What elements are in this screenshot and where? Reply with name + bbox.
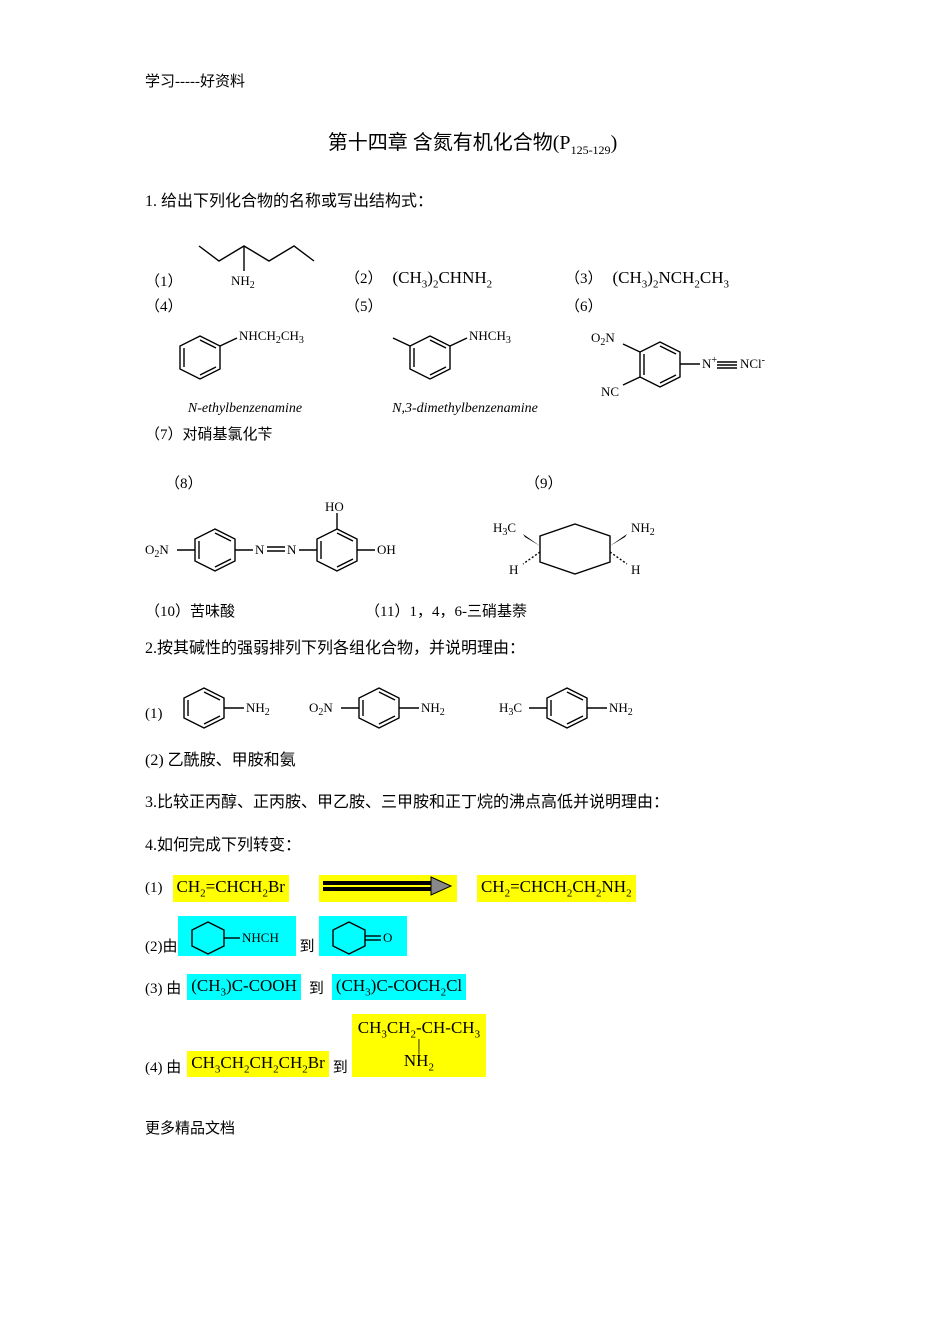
structure-1: NH2 — [189, 231, 319, 291]
label-9: （9） — [525, 476, 563, 492]
svg-text:NHCH2CH3: NHCH2CH3 — [239, 328, 304, 346]
svg-text:NH2: NH2 — [421, 700, 445, 718]
q4-2-left: NHCH — [178, 916, 296, 956]
label-q2-1: (1) — [145, 706, 163, 723]
q4-1-left: CH2=CHCH2Br — [173, 875, 289, 901]
title: 第十四章 含氮有机化合物(P125-129) — [145, 126, 800, 158]
arrow-icon — [319, 875, 457, 902]
svg-text:OH: OH — [377, 542, 396, 557]
q4-3-right: (CH3)C-COCH2Cl — [332, 974, 466, 1000]
svg-text:NCl-: NCl- — [740, 355, 765, 371]
label-10: （10）苦味酸 — [145, 604, 235, 620]
title-main: 第十四章 含氮有机化合物(P — [328, 132, 571, 154]
page: 学习-----好资料 第十四章 含氮有机化合物(P125-129) 1. 给出下… — [0, 0, 945, 1178]
q4-3-left: (CH3)C-COOH — [187, 974, 301, 1000]
label-2: （2） — [345, 271, 383, 287]
label-7: （7）对硝基氯化苄 — [145, 423, 273, 444]
structure-9: H3C H NH2 H — [475, 504, 705, 594]
row-q4-4: (4) 由 CH3CH2CH2CH2Br 到 CH3CH2-CH-CH3 | N… — [145, 1014, 800, 1077]
label-q4-2: (2)由 — [145, 935, 178, 956]
caption-5: N,3-dimethylbenzenamine — [392, 401, 538, 417]
row-q2-1: (1) NH2 O2N NH2 H3C — [145, 678, 800, 733]
svg-text:H3C: H3C — [493, 520, 516, 538]
row-4-6-labels: （4） （5） （6） — [145, 295, 800, 316]
structure-6: O2N NC N+ NCl- — [585, 322, 785, 417]
caption-4: N-ethylbenzenamine — [188, 401, 302, 417]
svg-text:O2N: O2N — [591, 330, 615, 348]
svg-text:H3C: H3C — [499, 700, 522, 718]
label-3: （3） — [565, 271, 603, 287]
question-1: 1. 给出下列化合物的名称或写出结构式： — [145, 188, 800, 217]
svg-text:NHCH3: NHCH3 — [469, 328, 511, 346]
row-q4-3: (3) 由 (CH3)C-COOH 到 (CH3)C-COCH2Cl — [145, 974, 800, 1000]
svg-text:O2N: O2N — [145, 542, 169, 560]
svg-text:N: N — [255, 542, 265, 557]
svg-text:N+: N+ — [702, 355, 717, 371]
label-q4-4b: 到 — [333, 1056, 348, 1077]
q4-4-left: CH3CH2CH2CH2Br — [187, 1051, 329, 1077]
formula-2: (CH3)2CHNH2 — [393, 268, 493, 287]
p-toluidine: H3C NH2 — [499, 678, 689, 733]
page-header: 学习-----好资料 — [145, 70, 800, 91]
formula-3: (CH3)2NCH2CH3 — [613, 268, 729, 287]
structure-4: NHCH2CH3 — [165, 324, 325, 399]
svg-text:NH2: NH2 — [231, 273, 255, 291]
row-4-6-struct: NHCH2CH3 N-ethylbenzenamine NHCH3 N,3-di… — [145, 322, 800, 417]
structure-5: NHCH3 — [375, 324, 555, 399]
structure-8: O2N N N HO OH — [145, 499, 475, 594]
label-6: （6） — [565, 299, 603, 315]
title-sub: 125-129 — [571, 143, 611, 157]
aniline: NH2 — [169, 678, 309, 733]
row-7: （7）对硝基氯化苄 — [145, 423, 800, 444]
label-q4-4: (4) 由 — [145, 1056, 181, 1077]
label-11: （11）1，4，6-三硝基萘 — [365, 604, 527, 620]
svg-text:H: H — [509, 562, 518, 577]
label-8: （8） — [165, 472, 519, 493]
label-q4-3: (3) 由 — [145, 977, 181, 998]
svg-text:H: H — [631, 562, 640, 577]
svg-text:NH2: NH2 — [631, 520, 655, 538]
question-3: 3.比较正丙醇、正丙胺、甲乙胺、三甲胺和正丁烷的沸点高低并说明理由： — [145, 789, 800, 818]
label-q4-1: (1) — [145, 880, 163, 897]
svg-text:N: N — [287, 542, 297, 557]
row-8-9-struct: O2N N N HO OH H3C H — [145, 499, 800, 594]
p-nitroaniline: O2N NH2 — [309, 678, 499, 733]
title-close: ) — [611, 132, 618, 154]
label-q4-3b: 到 — [309, 977, 324, 998]
row-1-3: （1） NH2 （2） (CH3)2CHNH2 （3） (CH3)2NCH2CH… — [145, 231, 800, 291]
svg-text:HO: HO — [325, 499, 344, 514]
row-10-11: （10）苦味酸 （11）1，4，6-三硝基萘 — [145, 600, 800, 621]
label-1: （1） — [145, 270, 183, 291]
row-8-9-labels: （8） （9） — [145, 454, 800, 493]
q4-1-right: CH2=CHCH2CH2NH2 — [477, 875, 636, 901]
question-4: 4.如何完成下列转变： — [145, 832, 800, 861]
page-footer: 更多精品文档 — [145, 1117, 800, 1138]
svg-text:NH2: NH2 — [246, 700, 270, 718]
label-4: （4） — [145, 299, 183, 315]
question-2: 2.按其碱性的强弱排列下列各组化合物，并说明理由： — [145, 635, 800, 664]
label-5: （5） — [345, 299, 383, 315]
q4-2-right: O — [319, 916, 407, 956]
q2-2: (2) 乙酰胺、甲胺和氨 — [145, 747, 800, 776]
svg-text:O: O — [383, 930, 392, 945]
row-q4-1: (1) CH2=CHCH2Br CH2=CHCH2CH2NH2 — [145, 875, 800, 902]
svg-text:NH2: NH2 — [609, 700, 633, 718]
row-q4-2: (2)由 NHCH 到 O — [145, 916, 800, 956]
svg-text:NHCH: NHCH — [242, 930, 279, 945]
svg-text:O2N: O2N — [309, 700, 333, 718]
svg-text:NC: NC — [601, 384, 619, 399]
q4-4-right: CH3CH2-CH-CH3 | NH2 — [352, 1014, 486, 1077]
label-q4-2b: 到 — [300, 935, 315, 956]
